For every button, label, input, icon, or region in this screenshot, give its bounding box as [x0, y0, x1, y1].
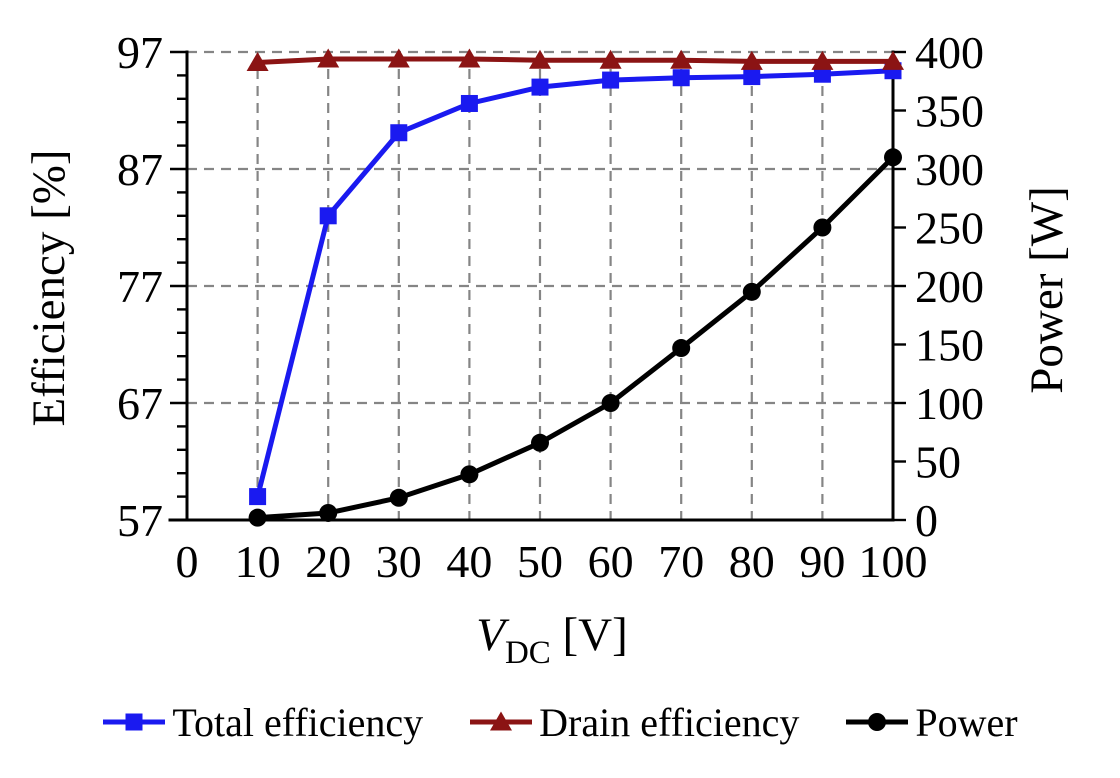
efficiency-power-chart: 57 67 77 87 97 0 50 100 150 200 250 300 350 400 0 10 20 3… — [23, 27, 1073, 671]
chart-legend: Total efficiency Drain efficiency Power — [0, 694, 1120, 750]
y-left-tick-label: 87 — [117, 144, 163, 195]
legend-item-drain-efficiency: Drain efficiency — [469, 699, 799, 746]
data-point-power — [319, 503, 338, 522]
data-point-total-efficiency — [672, 69, 690, 87]
data-point-power — [601, 394, 620, 412]
series-line-drain-efficiency — [257, 56, 893, 66]
data-point-drain-efficiency — [811, 50, 834, 70]
x-tick-label: 40 — [446, 536, 492, 587]
power-legend-glyph — [868, 713, 887, 731]
data-point-drain-efficiency — [740, 50, 763, 70]
x-tick-label: 30 — [376, 536, 422, 587]
y-right-tick-label: 400 — [915, 27, 984, 78]
data-point-power — [742, 282, 761, 301]
x-tick-label: 20 — [305, 536, 351, 587]
x-tick-label: 90 — [799, 536, 845, 587]
data-point-drain-efficiency — [670, 49, 693, 69]
data-point-power — [672, 339, 691, 358]
legend-item-total-efficiency: Total efficiency — [102, 699, 423, 746]
x-tick-label: 0 — [176, 536, 199, 587]
x-tick-label: 50 — [517, 536, 563, 587]
legend-label: Total efficiency — [172, 699, 424, 745]
y-left-axis-title: Efficiency [%] — [23, 149, 75, 426]
data-point-total-efficiency — [602, 71, 620, 89]
data-point-drain-efficiency — [458, 48, 481, 68]
legend-label: Drain efficiency — [539, 699, 800, 745]
data-point-power — [248, 508, 267, 527]
data-point-power — [460, 465, 479, 484]
y-right-tick-label: 350 — [915, 86, 984, 137]
series-line-total-efficiency — [255, 68, 894, 498]
data-point-drain-efficiency — [529, 49, 551, 69]
x-axis-title: VDC [V] — [476, 609, 628, 671]
series-line-power — [257, 155, 895, 521]
data-point-total-efficiency — [390, 124, 408, 142]
data-point-total-efficiency — [531, 78, 549, 96]
total-efficiency-legend-glyph — [125, 713, 143, 731]
data-point-drain-efficiency — [246, 52, 269, 72]
chart-plot-area: 57 67 77 87 97 0 50 100 150 200 250 300 350 400 0 10 20 3… — [117, 27, 984, 587]
data-point-drain-efficiency — [317, 48, 340, 68]
data-point-power — [531, 433, 549, 452]
data-point-power — [389, 488, 408, 507]
y-right-tick-label: 50 — [915, 437, 961, 488]
data-point-total-efficiency — [460, 94, 478, 112]
drain-efficiency-legend-marker-icon — [470, 711, 533, 731]
legend-item-power: Power — [845, 699, 1018, 746]
x-tick-label: 80 — [729, 536, 775, 587]
legend-label: Power — [915, 699, 1018, 745]
x-tick-label: 10 — [235, 536, 281, 587]
power-legend-marker-icon — [846, 713, 909, 731]
data-point-total-efficiency — [813, 65, 831, 83]
data-point-drain-efficiency — [387, 48, 410, 68]
drain-efficiency-legend-glyph — [490, 711, 513, 731]
y-right-tick-label: 0 — [915, 495, 938, 546]
y-right-tick-label: 250 — [915, 203, 984, 254]
y-right-axis-title: Power [W] — [1021, 186, 1073, 394]
data-point-total-efficiency — [743, 68, 761, 86]
x-tick-label: 60 — [588, 536, 634, 587]
x-tick-label: 70 — [658, 536, 704, 587]
data-point-drain-efficiency — [882, 50, 904, 70]
y-left-tick-label: 67 — [117, 378, 163, 429]
total-efficiency-legend-marker-icon — [103, 713, 166, 731]
y-right-tick-label: 300 — [915, 144, 984, 195]
y-right-tick-label: 100 — [915, 378, 984, 429]
x-tick-label: 100 — [859, 536, 928, 587]
y-left-tick-label: 77 — [117, 261, 163, 312]
y-left-tick-label: 57 — [117, 495, 163, 546]
y-right-tick-label: 200 — [915, 261, 984, 312]
data-point-total-efficiency — [319, 207, 337, 225]
y-left-tick-label: 97 — [117, 27, 163, 78]
data-point-power — [884, 148, 902, 167]
data-point-total-efficiency — [249, 488, 267, 506]
data-point-drain-efficiency — [599, 49, 622, 69]
y-right-tick-label: 150 — [915, 320, 984, 371]
data-point-power — [813, 218, 832, 237]
